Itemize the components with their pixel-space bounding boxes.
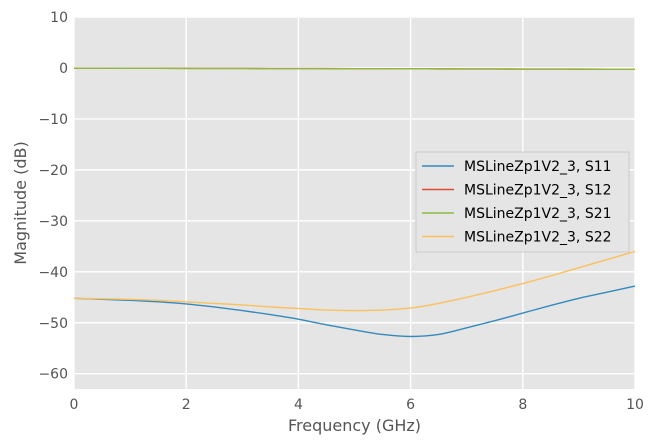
legend-label: MSLineZp1V2_3, S11 [464, 159, 612, 175]
y-tick-label: −40 [38, 265, 68, 281]
y-axis-ticks: 10 0 −10 −20 −30 −40 −50 −60 [38, 10, 68, 383]
y-tick-label: 0 [59, 61, 68, 77]
x-tick-label: 6 [406, 397, 415, 413]
x-tick-label: 8 [518, 397, 527, 413]
y-tick-label: −60 [38, 367, 68, 383]
y-axis-label: Magnitude (dB) [11, 141, 30, 264]
series-line-4 [73, 250, 636, 312]
legend: MSLineZp1V2_3, S11 MSLineZp1V2_3, S12 MSLi… [415, 151, 630, 253]
legend-label: MSLineZp1V2_3, S12 [464, 183, 612, 199]
series-layer [73, 67, 636, 338]
legend-label: MSLineZp1V2_3, S21 [464, 206, 612, 222]
legend-label: MSLineZp1V2_3, S22 [464, 230, 612, 246]
y-tick-label: −30 [38, 214, 68, 230]
x-tick-label: 10 [626, 397, 644, 413]
y-tick-label: −10 [38, 112, 68, 128]
y-tick-label: −50 [38, 316, 68, 332]
series-line-3 [73, 67, 636, 70]
x-tick-label: 2 [182, 397, 191, 413]
x-tick-label: 0 [70, 397, 79, 413]
x-tick-label: 4 [294, 397, 303, 413]
x-axis-label: Frequency (GHz) [288, 416, 421, 435]
series-line-1 [73, 285, 636, 338]
y-tick-label: −20 [38, 163, 68, 179]
x-axis-ticks: 0 2 4 6 8 10 [70, 397, 644, 413]
legend-box [415, 151, 630, 253]
y-tick-label: 10 [50, 10, 68, 26]
